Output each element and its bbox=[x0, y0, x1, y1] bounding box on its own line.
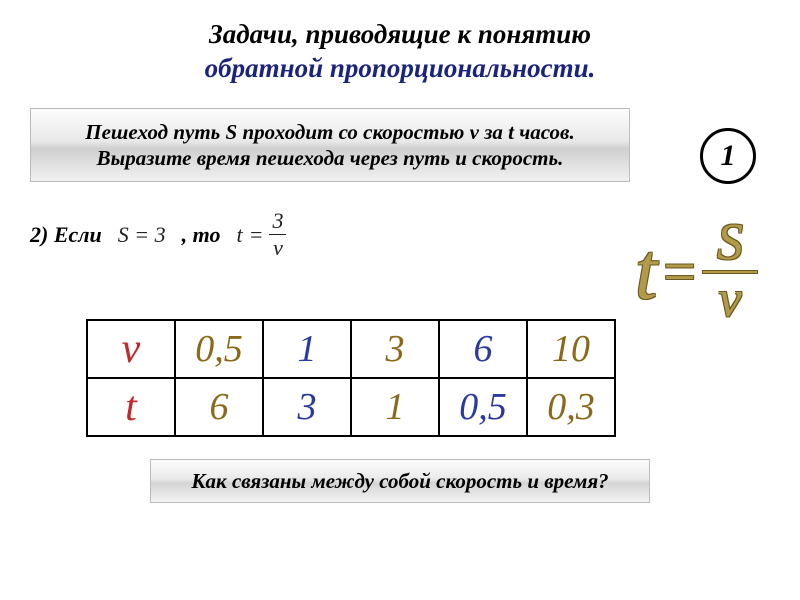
formula-fraction: S v bbox=[702, 220, 758, 324]
table-cell: 0,5 bbox=[175, 320, 263, 378]
formula-t: t bbox=[635, 232, 657, 312]
table-cell: 6 bbox=[175, 378, 263, 436]
title-line2: обратной пропорциональности. bbox=[205, 53, 596, 83]
table-row: t 6 3 1 0,5 0,3 bbox=[87, 378, 615, 436]
row-header-t: t bbox=[87, 378, 175, 436]
table-cell: 10 bbox=[527, 320, 615, 378]
table-cell: 1 bbox=[263, 320, 351, 378]
formula-denominator: v bbox=[718, 277, 741, 324]
table-cell: 1 bbox=[351, 378, 439, 436]
row-header-v: v bbox=[87, 320, 175, 378]
formula-numerator: S bbox=[717, 220, 743, 267]
formula-equals: = bbox=[663, 238, 696, 305]
condition-lhs: S = 3 bbox=[118, 222, 166, 248]
table-row: v 0,5 1 3 6 10 bbox=[87, 320, 615, 378]
table-cell: 0,5 bbox=[439, 378, 527, 436]
values-table: v 0,5 1 3 6 10 t 6 3 1 0,5 0,3 bbox=[86, 319, 616, 437]
condition-label: 2) Если bbox=[30, 222, 102, 248]
question-box: Как связаны между собой скорость и время… bbox=[150, 459, 650, 503]
table-cell: 3 bbox=[263, 378, 351, 436]
main-formula: t = S v bbox=[635, 220, 758, 324]
title-line1: Задачи, приводящие к понятию bbox=[209, 19, 591, 49]
condition-fraction: 3 v bbox=[269, 210, 286, 259]
problem-number-badge: 1 bbox=[700, 128, 756, 184]
table-cell: 0,3 bbox=[527, 378, 615, 436]
condition-connector: , то bbox=[182, 222, 221, 248]
condition-rhs: t = 3 v bbox=[236, 210, 286, 259]
table-cell: 6 bbox=[439, 320, 527, 378]
problem-statement: Пешеход путь S проходит со скоростью v з… bbox=[30, 108, 630, 183]
table-cell: 3 bbox=[351, 320, 439, 378]
page-title: Задачи, приводящие к понятию обратной пр… bbox=[0, 0, 800, 94]
